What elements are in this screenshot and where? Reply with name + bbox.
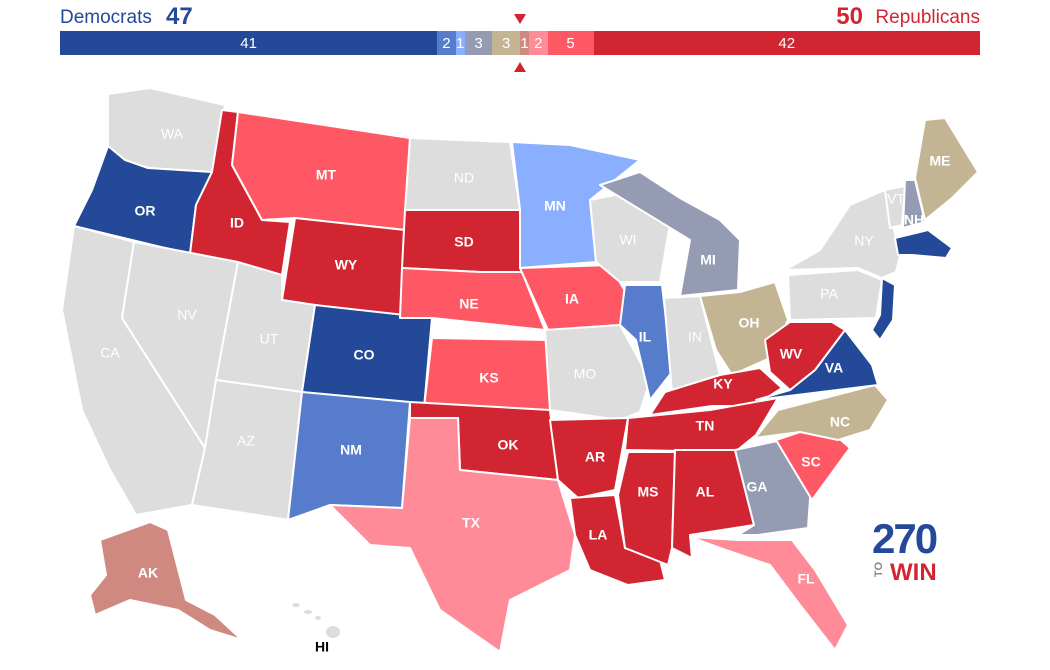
seat-segment-tossup[interactable]: 3 bbox=[492, 31, 520, 55]
label-ok: OK bbox=[498, 437, 519, 453]
democrats-label: Democrats bbox=[60, 7, 152, 28]
seat-segment-lean-dem[interactable]: 1 bbox=[455, 31, 465, 55]
state-fl[interactable] bbox=[689, 536, 849, 651]
state-il[interactable] bbox=[619, 284, 673, 401]
state-ak[interactable] bbox=[89, 521, 243, 641]
state-nj[interactable] bbox=[871, 277, 896, 341]
state-mi[interactable] bbox=[599, 171, 741, 297]
state-ny[interactable] bbox=[784, 189, 901, 279]
label-fl: FL bbox=[797, 571, 815, 587]
seat-balance-bar: 41 2 1 3 3 1 2 5 42 bbox=[60, 31, 980, 55]
label-me: ME bbox=[930, 153, 951, 169]
label-pa: PA bbox=[820, 286, 838, 302]
label-oh: OH bbox=[739, 315, 760, 331]
majority-marker-bottom-icon bbox=[514, 62, 526, 72]
label-mt: MT bbox=[316, 167, 337, 183]
label-ga: GA bbox=[747, 479, 768, 495]
seat-segment-likely-dem[interactable]: 2 bbox=[437, 31, 456, 55]
label-il: IL bbox=[639, 329, 652, 345]
label-ak: AK bbox=[138, 565, 158, 581]
label-ky: KY bbox=[713, 376, 733, 392]
label-ny: NY bbox=[854, 233, 874, 249]
label-ia: IA bbox=[565, 291, 579, 307]
label-id: ID bbox=[230, 215, 244, 231]
label-co: CO bbox=[354, 347, 375, 363]
label-nd: ND bbox=[454, 170, 474, 186]
seat-segment-tilt-dem[interactable]: 3 bbox=[464, 31, 493, 55]
label-mn: MN bbox=[544, 198, 566, 214]
label-tn: TN bbox=[696, 418, 715, 434]
label-az: AZ bbox=[237, 433, 255, 449]
state-la[interactable] bbox=[569, 494, 666, 586]
label-mi: MI bbox=[700, 252, 716, 268]
state-me[interactable] bbox=[914, 117, 979, 221]
state-hi[interactable] bbox=[290, 601, 342, 640]
label-la: LA bbox=[589, 527, 608, 543]
state-nc[interactable] bbox=[754, 384, 889, 441]
label-nv: NV bbox=[177, 307, 197, 323]
seat-segment-lean-rep[interactable]: 2 bbox=[529, 31, 548, 55]
label-ut: UT bbox=[260, 331, 279, 347]
label-ar: AR bbox=[585, 449, 605, 465]
label-or: OR bbox=[135, 203, 156, 219]
state-tn[interactable] bbox=[624, 397, 779, 453]
state-vt[interactable] bbox=[884, 185, 906, 229]
label-wa: WA bbox=[161, 126, 184, 142]
label-al: AL bbox=[696, 484, 715, 500]
democrats-total: 47 bbox=[166, 3, 193, 30]
label-ne: NE bbox=[459, 296, 478, 312]
label-sd: SD bbox=[454, 234, 473, 250]
label-nh: NH bbox=[904, 212, 924, 228]
label-mo: MO bbox=[574, 366, 597, 382]
logo-number: 270 bbox=[872, 515, 938, 562]
label-sc: SC bbox=[801, 454, 820, 470]
logo-to: TO bbox=[873, 562, 885, 578]
label-va: VA bbox=[825, 360, 843, 376]
label-ks: KS bbox=[479, 370, 498, 386]
republicans-label: Republicans bbox=[875, 7, 980, 28]
republicans-total: 50 bbox=[836, 3, 863, 30]
seat-segment-safe-rep[interactable]: 42 bbox=[593, 31, 980, 55]
majority-marker-top-icon bbox=[514, 14, 526, 24]
label-ca: CA bbox=[100, 345, 120, 361]
state-nh[interactable] bbox=[902, 179, 926, 229]
label-ms: MS bbox=[638, 484, 659, 500]
seat-segment-tilt-rep[interactable]: 1 bbox=[519, 31, 530, 55]
logo-win: WIN bbox=[890, 559, 937, 586]
state-ma[interactable] bbox=[894, 229, 953, 259]
label-nm: NM bbox=[340, 442, 362, 458]
seat-header: Democrats 47 50 Republicans bbox=[0, 0, 1050, 32]
state-pa[interactable] bbox=[787, 269, 883, 321]
label-wv: WV bbox=[780, 346, 803, 362]
label-wi: WI bbox=[619, 232, 636, 248]
state-tx[interactable] bbox=[329, 417, 576, 653]
label-hi: HI bbox=[315, 639, 329, 655]
state-wv[interactable] bbox=[764, 321, 846, 391]
label-in: IN bbox=[688, 329, 702, 345]
state-ms[interactable] bbox=[617, 451, 676, 566]
label-nc: NC bbox=[830, 414, 850, 430]
seat-segment-safe-dem[interactable]: 41 bbox=[60, 31, 438, 55]
270-to-win-logo: 270 TO WIN bbox=[872, 518, 944, 586]
state-ar[interactable] bbox=[549, 417, 629, 499]
label-vt: VT bbox=[887, 191, 905, 207]
seat-segment-likely-rep[interactable]: 5 bbox=[547, 31, 594, 55]
label-wy: WY bbox=[335, 257, 358, 273]
label-tx: TX bbox=[462, 515, 481, 531]
